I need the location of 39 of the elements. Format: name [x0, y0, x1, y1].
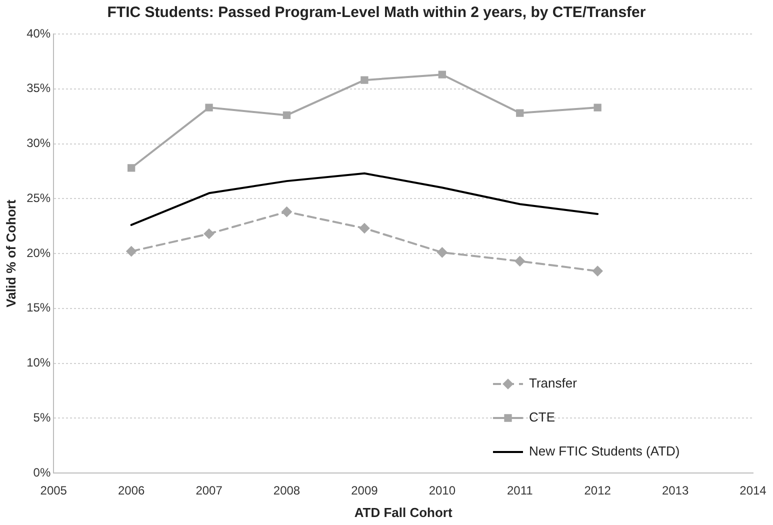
- point: [128, 164, 136, 172]
- point: [516, 109, 524, 117]
- x-tick-label: 2014: [740, 484, 767, 498]
- y-tick-label: 10%: [26, 356, 51, 370]
- y-tick-label: 20%: [26, 246, 51, 260]
- legend-label: Transfer: [529, 376, 578, 391]
- y-tick-label: 40%: [26, 26, 51, 40]
- point: [204, 228, 214, 239]
- y-tick-label: 15%: [26, 300, 51, 315]
- chart-title: FTIC Students: Passed Program-Level Math within 2 years, by CTE/Transfer: [107, 4, 646, 22]
- y-tick-label: 35%: [26, 81, 51, 96]
- x-tick-label: 2010: [428, 484, 456, 498]
- point: [282, 111, 291, 120]
- point: [205, 104, 213, 112]
- y-tick-label: 25%: [26, 190, 51, 205]
- y-tick-label: 30%: [26, 136, 51, 150]
- x-tick-label: 2006: [118, 484, 145, 498]
- point: [594, 104, 602, 112]
- x-tick-label: 2008: [273, 484, 300, 498]
- x-tick-label: 2005: [40, 484, 68, 498]
- point: [514, 256, 525, 266]
- point: [282, 206, 292, 217]
- y-tick-label: 0%: [33, 465, 51, 480]
- x-axis-title: ATD Fall Cohort: [354, 504, 453, 520]
- x-tick-label: 2013: [662, 484, 689, 498]
- point: [360, 76, 368, 84]
- y-tick-label: 5%: [33, 410, 51, 424]
- point: [359, 223, 370, 234]
- x-tick-label: 2012: [584, 484, 612, 498]
- y-axis-title: Valid % of Cohort: [3, 199, 18, 308]
- x-tick-label: 2011: [506, 484, 534, 498]
- point: [126, 246, 136, 256]
- point: [592, 266, 603, 276]
- point: [438, 70, 446, 78]
- legend-label: CTE: [529, 410, 556, 425]
- x-tick-label: 2007: [196, 484, 223, 498]
- x-tick-label: 2009: [351, 484, 378, 498]
- point: [437, 247, 448, 258]
- legend-label: New FTIC Students (ATD): [529, 444, 680, 459]
